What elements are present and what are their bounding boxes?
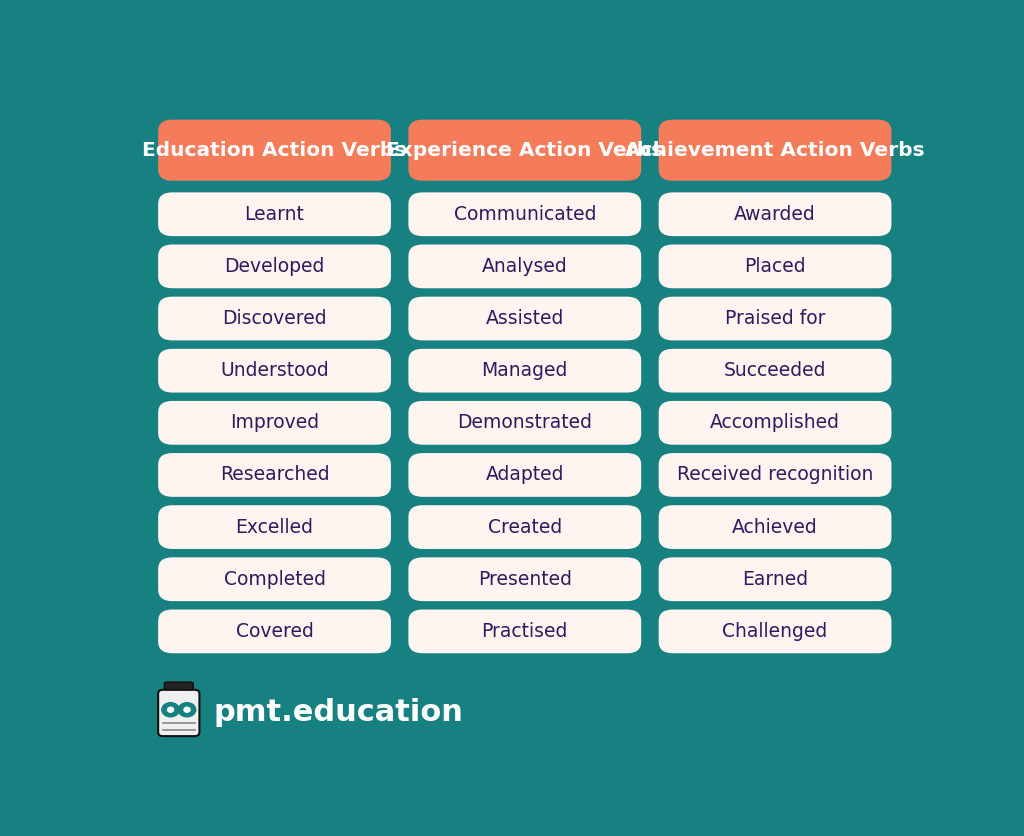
FancyBboxPatch shape <box>158 349 391 393</box>
Text: Understood: Understood <box>220 361 329 380</box>
Text: Analysed: Analysed <box>482 257 567 276</box>
FancyBboxPatch shape <box>409 505 641 549</box>
FancyBboxPatch shape <box>158 505 391 549</box>
Text: Excelled: Excelled <box>236 517 313 537</box>
FancyBboxPatch shape <box>409 192 641 236</box>
Circle shape <box>184 707 190 712</box>
Circle shape <box>168 707 174 712</box>
FancyBboxPatch shape <box>658 401 892 445</box>
Text: Experience Action Verbs: Experience Action Verbs <box>386 140 664 160</box>
FancyBboxPatch shape <box>658 120 892 181</box>
FancyBboxPatch shape <box>158 192 391 236</box>
Text: Practised: Practised <box>481 622 568 641</box>
FancyBboxPatch shape <box>409 558 641 601</box>
Text: Completed: Completed <box>223 570 326 589</box>
Text: Created: Created <box>487 517 562 537</box>
Text: Education Action Verbs: Education Action Verbs <box>142 140 407 160</box>
Text: Managed: Managed <box>481 361 568 380</box>
FancyBboxPatch shape <box>158 690 200 737</box>
Text: Placed: Placed <box>744 257 806 276</box>
Text: Improved: Improved <box>230 413 319 432</box>
Text: Presented: Presented <box>478 570 571 589</box>
Text: Learnt: Learnt <box>245 205 304 224</box>
Text: Assisted: Assisted <box>485 309 564 328</box>
FancyBboxPatch shape <box>158 297 391 340</box>
Text: Developed: Developed <box>224 257 325 276</box>
Circle shape <box>178 702 196 716</box>
Text: Praised for: Praised for <box>725 309 825 328</box>
FancyBboxPatch shape <box>658 349 892 393</box>
FancyBboxPatch shape <box>409 453 641 497</box>
Text: Challenged: Challenged <box>722 622 827 641</box>
FancyBboxPatch shape <box>158 453 391 497</box>
FancyBboxPatch shape <box>158 120 391 181</box>
FancyBboxPatch shape <box>409 297 641 340</box>
Text: Achievement Action Verbs: Achievement Action Verbs <box>626 140 925 160</box>
FancyBboxPatch shape <box>658 244 892 288</box>
FancyBboxPatch shape <box>658 558 892 601</box>
FancyBboxPatch shape <box>658 453 892 497</box>
Text: Demonstrated: Demonstrated <box>458 413 592 432</box>
Text: Received recognition: Received recognition <box>677 466 873 485</box>
Text: pmt.education: pmt.education <box>214 698 464 727</box>
FancyBboxPatch shape <box>658 297 892 340</box>
Circle shape <box>162 702 179 716</box>
Text: Earned: Earned <box>742 570 808 589</box>
FancyBboxPatch shape <box>409 244 641 288</box>
Text: Succeeded: Succeeded <box>724 361 826 380</box>
Text: Covered: Covered <box>236 622 313 641</box>
FancyBboxPatch shape <box>658 192 892 236</box>
Text: Discovered: Discovered <box>222 309 327 328</box>
FancyBboxPatch shape <box>658 505 892 549</box>
FancyBboxPatch shape <box>658 609 892 653</box>
FancyBboxPatch shape <box>409 120 641 181</box>
FancyBboxPatch shape <box>158 609 391 653</box>
FancyBboxPatch shape <box>409 401 641 445</box>
Text: Achieved: Achieved <box>732 517 818 537</box>
FancyBboxPatch shape <box>158 244 391 288</box>
FancyBboxPatch shape <box>158 558 391 601</box>
FancyBboxPatch shape <box>409 609 641 653</box>
FancyBboxPatch shape <box>409 349 641 393</box>
Text: Communicated: Communicated <box>454 205 596 224</box>
FancyBboxPatch shape <box>158 401 391 445</box>
Text: Accomplished: Accomplished <box>710 413 840 432</box>
Text: Awarded: Awarded <box>734 205 816 224</box>
Text: Researched: Researched <box>220 466 330 485</box>
Text: Adapted: Adapted <box>485 466 564 485</box>
FancyBboxPatch shape <box>164 682 194 690</box>
